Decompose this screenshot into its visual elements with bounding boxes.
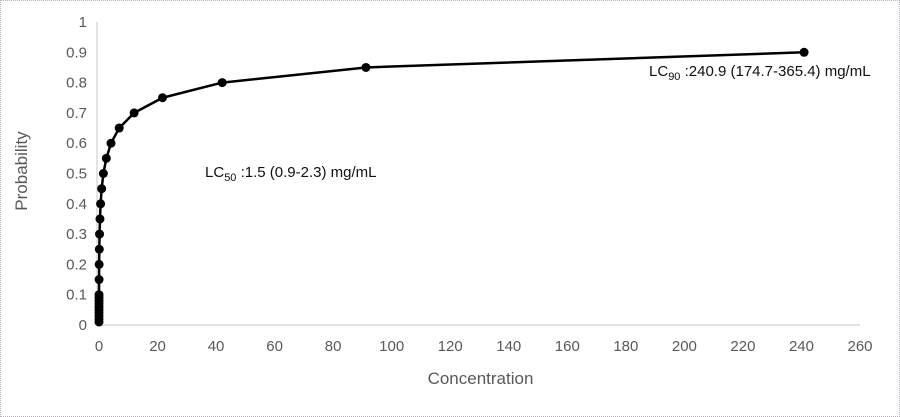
y-tick-label: 0.5	[66, 166, 87, 183]
x-tick-label: 20	[149, 338, 166, 355]
lc50-subscript: 50	[224, 172, 237, 184]
lc50-value: :1.5 (0.9-2.3) mg/mL	[236, 164, 377, 181]
y-tick-label: 0.3	[66, 226, 87, 243]
data-point	[98, 169, 108, 178]
y-tick-label: 0.7	[66, 105, 87, 122]
lc50-prefix: LC	[205, 164, 225, 181]
y-axis-title: Probability	[12, 131, 31, 211]
annotation-lc90: LC90 :240.9 (174.7-365.4) mg/mL	[649, 63, 871, 83]
data-point	[361, 62, 371, 72]
x-axis-title: Concentration	[427, 369, 534, 388]
x-tick-label: 40	[208, 338, 225, 355]
x-tick-label: 160	[555, 338, 580, 355]
data-point	[129, 108, 139, 118]
data-point	[101, 153, 111, 163]
x-tick-label: 0	[95, 338, 103, 355]
data-point	[97, 184, 107, 194]
x-tick-label: 120	[438, 338, 463, 355]
data-point	[95, 214, 105, 224]
lc90-subscript: 90	[668, 71, 681, 83]
x-tick-label: 80	[325, 338, 342, 355]
y-tick-label: 0.1	[66, 287, 87, 304]
y-tick-label: 1	[79, 14, 87, 31]
annotation-lc50: LC50 :1.5 (0.9-2.3) mg/mL	[205, 164, 377, 184]
x-tick-label: 60	[266, 338, 283, 355]
series-line	[97, 51, 806, 324]
y-tick-label: 0.6	[66, 135, 87, 152]
x-tick-label: 100	[379, 338, 404, 355]
data-point	[114, 123, 124, 133]
x-tick-label: 240	[789, 338, 814, 355]
y-tick-label: 0	[79, 317, 87, 334]
x-tick-label: 200	[672, 338, 697, 355]
data-point	[96, 199, 106, 209]
y-tick-label: 0.2	[66, 256, 87, 273]
y-tick-label: 0.4	[66, 196, 87, 213]
x-tick-label: 140	[496, 338, 521, 355]
data-point	[94, 275, 104, 285]
x-tick-label: 180	[613, 338, 638, 355]
data-point	[94, 259, 104, 269]
x-tick-label: 220	[730, 338, 755, 355]
data-point	[217, 78, 227, 88]
y-tick-label: 0.9	[66, 44, 87, 61]
data-point	[106, 138, 116, 148]
data-point	[799, 47, 809, 57]
data-point	[95, 229, 105, 239]
x-tick-label: 260	[847, 338, 872, 355]
data-point	[94, 244, 104, 254]
lc90-prefix: LC	[649, 63, 669, 80]
data-point	[158, 93, 168, 103]
lc90-value: :240.9 (174.7-365.4) mg/mL	[680, 63, 871, 80]
data-point	[94, 290, 104, 300]
y-tick-label: 0.8	[66, 75, 87, 92]
